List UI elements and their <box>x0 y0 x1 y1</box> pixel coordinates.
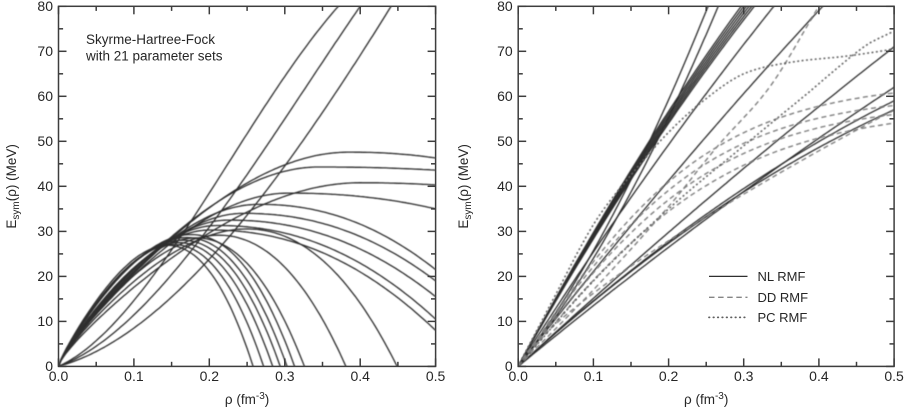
svg-text:0: 0 <box>505 358 513 374</box>
svg-text:0.1: 0.1 <box>584 368 604 384</box>
svg-text:50: 50 <box>37 133 53 149</box>
svg-text:40: 40 <box>497 178 513 194</box>
svg-text:0.0: 0.0 <box>508 368 528 384</box>
svg-text:30: 30 <box>37 223 53 239</box>
svg-text:PC RMF: PC RMF <box>758 310 808 325</box>
svg-text:80: 80 <box>37 0 53 14</box>
svg-text:0.4: 0.4 <box>809 368 829 384</box>
svg-text:20: 20 <box>497 268 513 284</box>
svg-text:60: 60 <box>37 88 53 104</box>
svg-text:70: 70 <box>37 43 53 59</box>
svg-text:80: 80 <box>497 0 513 14</box>
svg-text:0.2: 0.2 <box>200 368 220 384</box>
svg-text:0: 0 <box>45 358 53 374</box>
svg-text:10: 10 <box>497 313 513 329</box>
svg-text:0.5: 0.5 <box>884 368 904 384</box>
svg-text:0.5: 0.5 <box>426 368 446 384</box>
svg-text:60: 60 <box>497 88 513 104</box>
svg-text:40: 40 <box>37 178 53 194</box>
svg-text:50: 50 <box>497 133 513 149</box>
svg-text:0.4: 0.4 <box>350 368 370 384</box>
svg-text:0.3: 0.3 <box>734 368 754 384</box>
svg-text:0.1: 0.1 <box>124 368 144 384</box>
svg-text:DD RMF: DD RMF <box>758 290 809 305</box>
svg-text:20: 20 <box>37 268 53 284</box>
svg-text:70: 70 <box>497 43 513 59</box>
svg-text:0.3: 0.3 <box>275 368 295 384</box>
svg-text:with 21 parameter sets: with 21 parameter sets <box>85 49 223 64</box>
svg-text:0.0: 0.0 <box>49 368 69 384</box>
svg-text:NL RMF: NL RMF <box>758 269 806 284</box>
svg-text:Skyrme-Hartree-Fock: Skyrme-Hartree-Fock <box>86 32 215 47</box>
svg-text:30: 30 <box>497 223 513 239</box>
svg-text:0.2: 0.2 <box>659 368 679 384</box>
svg-text:10: 10 <box>37 313 53 329</box>
